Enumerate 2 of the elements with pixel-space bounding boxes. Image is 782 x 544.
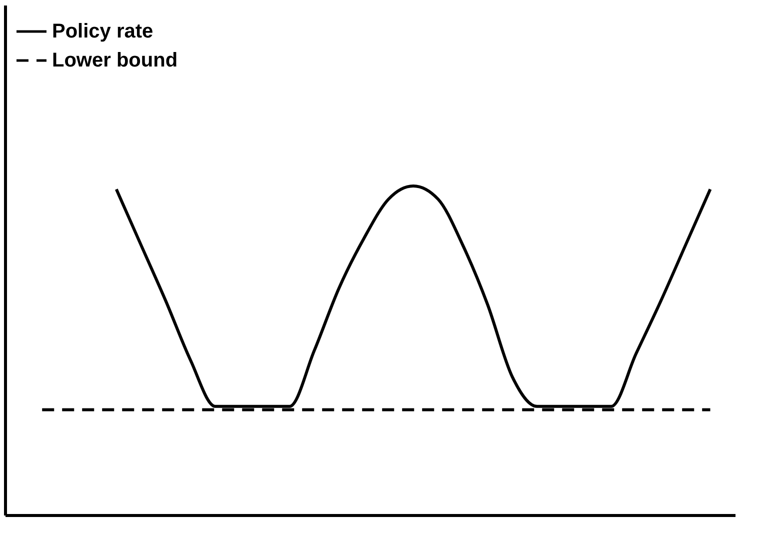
legend-label: Policy rate — [52, 20, 154, 42]
legend-label: Lower bound — [52, 50, 178, 72]
